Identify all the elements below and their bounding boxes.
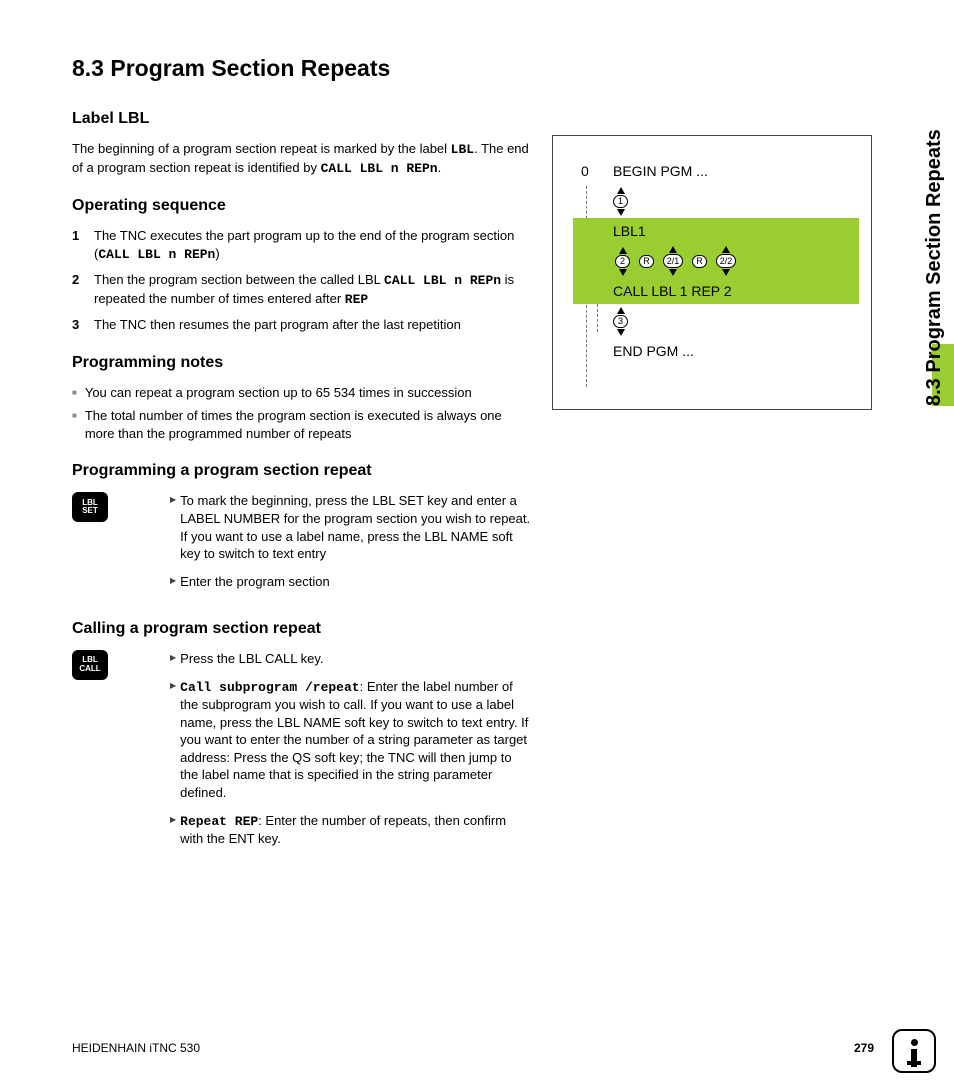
heading-operating-sequence: Operating sequence [72,197,532,215]
code: CALL LBL n REPn [98,247,215,262]
footer-product: HEIDENHAIN iTNC 530 [72,1041,200,1055]
footer-page-number: 279 [854,1041,874,1055]
text: The TNC then resumes the part program af… [94,316,461,334]
diagram-text: END PGM ... [613,343,694,359]
step-item: To mark the beginning, press the LBL SET… [170,492,532,562]
diagram-node: 2/2 [716,254,736,268]
text: Enter the program section [180,573,330,591]
step-item: Call subprogram /repeat: Enter the label… [170,678,532,802]
side-tab-label: 8.3 Program Section Repeats [923,46,946,406]
text: You can repeat a program section up to 6… [85,384,472,402]
diagram-node: 2/1 [663,254,683,268]
diagram-node: R [692,255,707,268]
code: Call subprogram /repeat [180,680,359,695]
text: Press the LBL CALL key. [180,650,323,668]
list-item: 2Then the program section between the ca… [72,271,532,308]
list-item: 3The TNC then resumes the part program a… [72,316,532,334]
text: To mark the beginning, press the LBL SET… [180,492,532,562]
diagram-node: 1 [613,195,628,208]
code: CALL LBL n REPn [321,161,438,176]
code: CALL LBL n REPn [384,273,501,288]
side-tab: 8.3 Program Section Repeats [914,46,954,406]
list-item: 1The TNC executes the part program up to… [72,227,532,263]
code: Repeat REP [180,814,258,829]
diagram-node: 2 [615,255,630,268]
text: ) [215,246,219,261]
diagram-text: CALL LBL 1 REP 2 [613,283,732,299]
text: The total number of times the program se… [85,407,532,442]
heading-programming-notes: Programming notes [72,354,532,372]
text: The beginning of a program section repea… [72,141,451,156]
num: 1 [72,227,94,263]
program-flow-diagram: 0 BEGIN PGM ... 1 LBL1 2 R 2/1 R 2/2 CAL… [552,135,872,410]
diagram-line-num: 0 [581,163,595,179]
list-item: The total number of times the program se… [72,407,532,442]
num: 2 [72,271,94,308]
diagram-text: BEGIN PGM ... [613,163,708,179]
diagram-node: R [639,255,654,268]
lbl-call-key-icon: LBL CALL [72,650,108,680]
step-item: Repeat REP: Enter the number of repeats,… [170,812,532,848]
page-title: 8.3 Program Section Repeats [72,55,532,82]
text: Then the program section between the cal… [94,272,384,287]
heading-label-lbl: Label LBL [72,110,532,128]
operating-sequence-list: 1The TNC executes the part program up to… [72,227,532,334]
code: LBL [451,142,474,157]
diagram-node: 3 [613,315,628,328]
diagram-text: LBL1 [613,223,646,239]
text: . [438,160,442,175]
para-label-lbl: The beginning of a program section repea… [72,140,532,177]
text: : Enter the label number of the subprogr… [180,679,528,800]
step-item: Press the LBL CALL key. [170,650,532,668]
code: REP [345,292,368,307]
info-icon [892,1029,936,1073]
heading-calling-repeat: Calling a program section repeat [72,620,532,638]
list-item: You can repeat a program section up to 6… [72,384,532,402]
num: 3 [72,316,94,334]
step-item: Enter the program section [170,573,532,591]
programming-notes-list: You can repeat a program section up to 6… [72,384,532,443]
page-footer: HEIDENHAIN iTNC 530 279 [72,1041,874,1055]
heading-programming-repeat: Programming a program section repeat [72,462,532,480]
lbl-set-key-icon: LBL SET [72,492,108,522]
